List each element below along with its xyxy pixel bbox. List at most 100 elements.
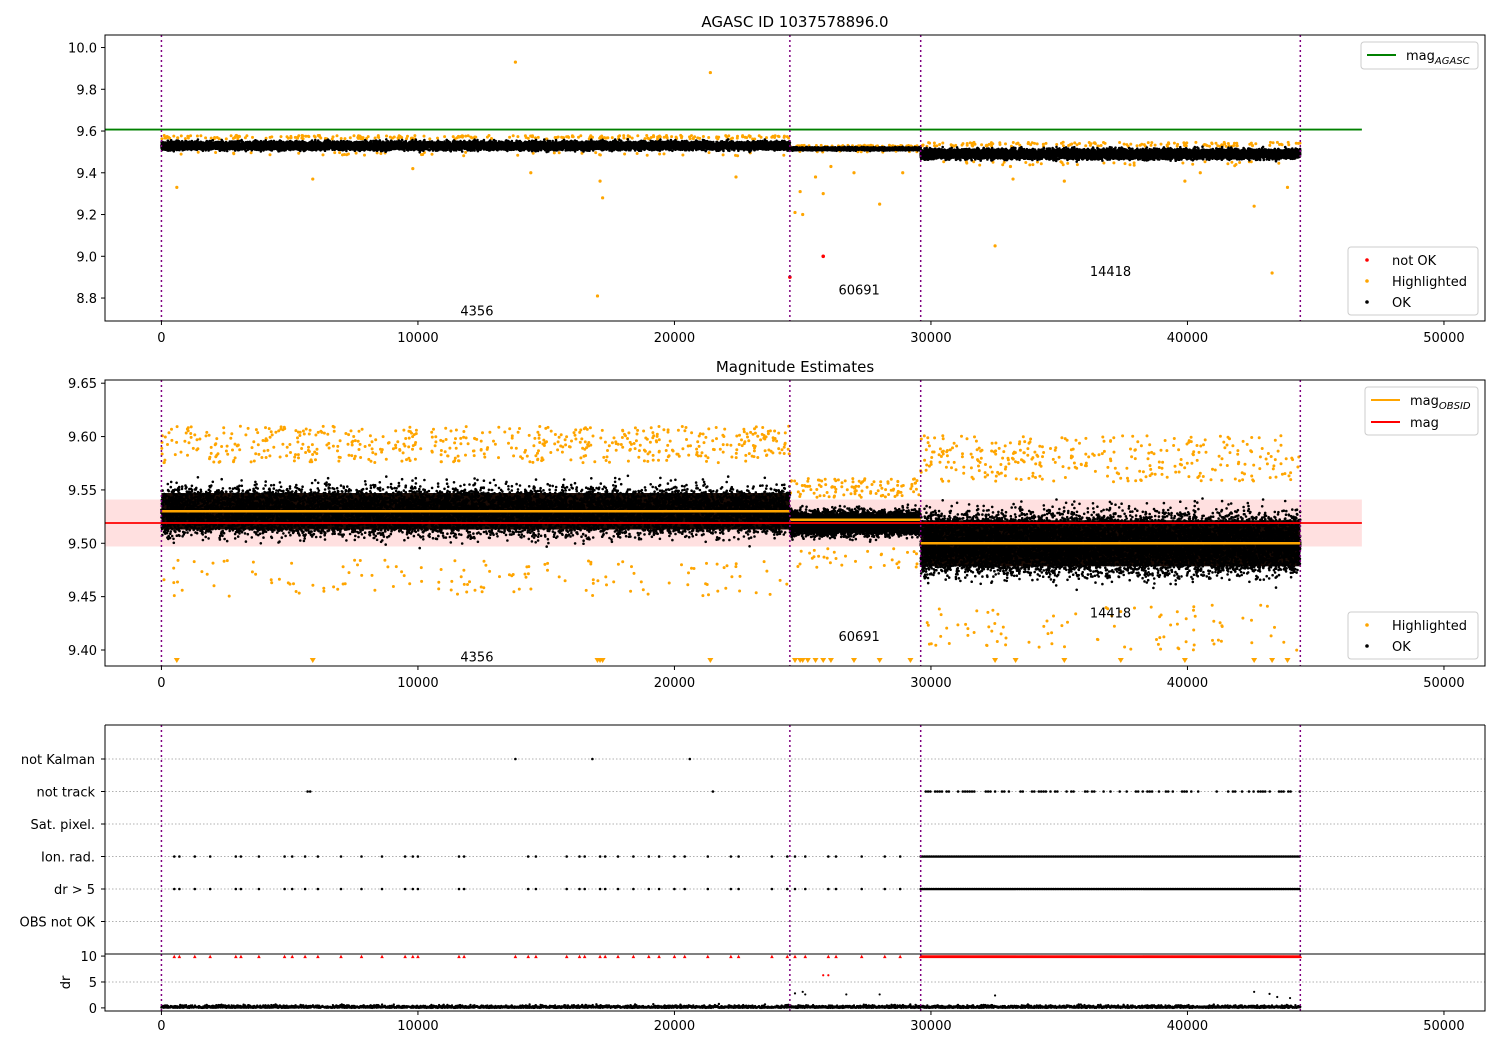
highlighted-point bbox=[175, 185, 179, 189]
x-tick-label: 0 bbox=[157, 1019, 165, 1034]
highlighted-point bbox=[734, 175, 738, 179]
clipped-marker bbox=[812, 658, 819, 663]
x-tick-label: 40000 bbox=[1167, 1019, 1208, 1034]
legend-bottom-2: Highlighted OK bbox=[1347, 611, 1479, 660]
obsid-label: 60691 bbox=[838, 284, 879, 299]
x-tick-label: 50000 bbox=[1423, 676, 1464, 691]
clipped-marker bbox=[707, 658, 714, 663]
y-tick-label: 9.50 bbox=[68, 537, 97, 552]
dr-outlier bbox=[878, 993, 881, 996]
x-tick-label: 30000 bbox=[910, 676, 951, 691]
x-tick-label: 0 bbox=[157, 331, 165, 346]
highlighted-point bbox=[1270, 271, 1274, 275]
dr-outlier bbox=[801, 990, 804, 993]
y-tick-label: 9.4 bbox=[76, 167, 97, 182]
x-tick-label: 40000 bbox=[1167, 676, 1208, 691]
ok-series-segment bbox=[160, 474, 792, 550]
legend-marker bbox=[1365, 300, 1369, 304]
highlighted-point bbox=[1285, 185, 1290, 189]
x-tick-label: 10000 bbox=[397, 331, 438, 346]
dr-outlier bbox=[1268, 992, 1271, 996]
y-tick-label: 10.0 bbox=[68, 42, 97, 57]
obsid-label: 4356 bbox=[460, 650, 493, 665]
y-tick-label: 5 bbox=[89, 976, 97, 991]
highlighted-point bbox=[411, 167, 415, 171]
axes-frame-4 bbox=[104, 953, 1486, 1012]
legend-box bbox=[1360, 41, 1479, 70]
flag-row-label: dr > 5 bbox=[54, 883, 95, 898]
dr-points bbox=[160, 1002, 1302, 1010]
legend-label: not OK bbox=[1392, 254, 1437, 269]
legend-marker bbox=[1365, 258, 1369, 262]
not-ok-point bbox=[821, 254, 826, 259]
y-tick-label: 9.65 bbox=[68, 377, 97, 392]
axes-frame-2 bbox=[104, 379, 1486, 667]
flag-row-label: not Kalman bbox=[21, 753, 95, 768]
clipped-marker bbox=[992, 658, 999, 663]
clipped-marker bbox=[820, 658, 827, 663]
dr-outlier bbox=[1288, 996, 1292, 1000]
flag-row-label: Ion. rad. bbox=[41, 851, 95, 866]
obsid-label: 4356 bbox=[460, 305, 493, 320]
flag-row-label: not track bbox=[36, 786, 95, 801]
clipped-marker bbox=[173, 658, 180, 663]
y-tick-label: 8.8 bbox=[76, 292, 97, 307]
legend-marker bbox=[1365, 623, 1369, 627]
dr-outlier bbox=[993, 994, 997, 997]
legend-bottom-1: not OK Highlighted OK bbox=[1347, 246, 1479, 316]
y-tick-label: 9.0 bbox=[76, 250, 97, 265]
highlighted-point bbox=[311, 177, 315, 181]
obsid-label: 60691 bbox=[838, 630, 879, 645]
ok-series bbox=[160, 474, 1302, 592]
clipped-marker bbox=[1181, 658, 1188, 663]
highlighted-point bbox=[993, 244, 997, 248]
highlighted-series bbox=[160, 133, 1302, 168]
clipped-marker bbox=[599, 658, 606, 663]
clipped-marker bbox=[799, 658, 806, 663]
x-tick-label: 10000 bbox=[397, 1019, 438, 1034]
y-tick-label: 9.55 bbox=[68, 484, 97, 499]
obsid-label: 14418 bbox=[1090, 265, 1131, 280]
legend-subscript: AGASC bbox=[1434, 56, 1470, 67]
clipped-marker bbox=[1284, 658, 1291, 663]
clipped-marker bbox=[1012, 658, 1019, 663]
highlighted-point bbox=[798, 189, 802, 194]
dr-outlier bbox=[1253, 990, 1256, 993]
clipped-marker bbox=[1251, 658, 1258, 663]
y-tick-label: 9.6 bbox=[76, 125, 97, 140]
clipped-marker bbox=[827, 658, 834, 663]
x-tick-label: 10000 bbox=[397, 676, 438, 691]
x-tick-label: 50000 bbox=[1423, 1019, 1464, 1034]
highlighted-point bbox=[529, 171, 533, 175]
clipped-marker bbox=[876, 658, 883, 663]
dr-outlier bbox=[793, 992, 797, 995]
ok-series-segment bbox=[919, 497, 1302, 592]
ok-series bbox=[160, 138, 1302, 163]
highlighted-point bbox=[821, 192, 825, 196]
dr-clipped-markers bbox=[172, 954, 1303, 959]
highlighted-point bbox=[878, 202, 882, 206]
x-tick-label: 20000 bbox=[654, 676, 695, 691]
legend-label-mag: mag bbox=[1410, 416, 1439, 431]
legend-subscript: OBSID bbox=[1439, 401, 1471, 412]
highlighted-point bbox=[601, 196, 605, 200]
not-ok-point bbox=[788, 275, 792, 279]
highlighted-cloud bbox=[160, 424, 1301, 652]
clipped-marker bbox=[850, 658, 857, 663]
y-tick-label: 9.8 bbox=[76, 83, 97, 98]
x-tick-label: 20000 bbox=[654, 331, 695, 346]
x-tick-label: 50000 bbox=[1423, 331, 1464, 346]
ok-series-segment bbox=[160, 138, 792, 154]
legend-label: OK bbox=[1392, 296, 1411, 311]
clipped-marker bbox=[309, 658, 316, 663]
y-tick-label: 9.40 bbox=[68, 644, 97, 659]
dr-outlier bbox=[1276, 995, 1279, 999]
y-tick-label: 9.2 bbox=[76, 209, 97, 224]
x-tick-label: 0 bbox=[157, 676, 165, 691]
highlighted-point bbox=[1008, 164, 1013, 169]
legend-marker bbox=[1365, 644, 1369, 648]
highlighted-point bbox=[1252, 204, 1256, 208]
clipped-marker bbox=[792, 658, 798, 663]
